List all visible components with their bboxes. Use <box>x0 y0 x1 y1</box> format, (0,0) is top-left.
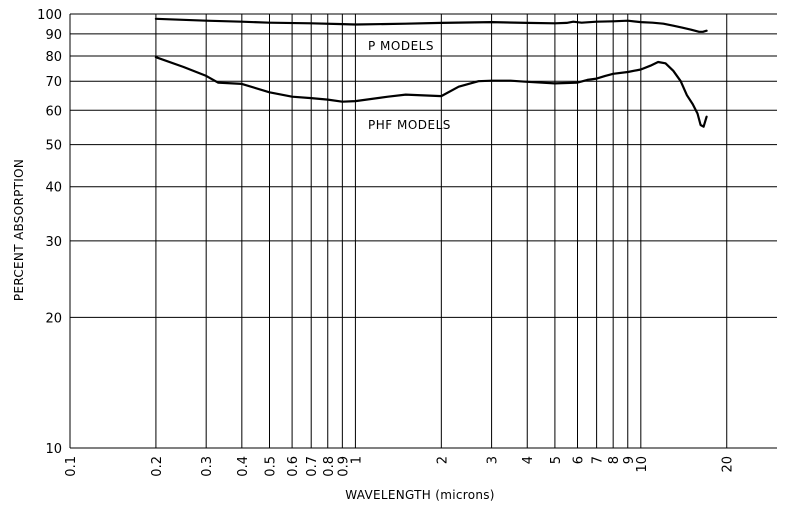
x-tick-label: 7 <box>591 456 606 464</box>
series-line-p-models <box>154 17 708 33</box>
y-tick-label: 80 <box>45 50 62 65</box>
y-tick-label: 30 <box>45 235 62 250</box>
x-tick-label: 8 <box>607 456 622 464</box>
x-tick-label: 5 <box>549 456 564 464</box>
series-line-phf-models <box>154 56 708 128</box>
y-tick-label: 90 <box>45 28 62 43</box>
y-tick-labels: 10 20 30 40 50 60 70 80 90 100 <box>37 8 62 457</box>
grid-layer <box>69 13 777 449</box>
x-tick-label: 0.9 <box>336 456 351 477</box>
x-tick-labels: 0.1 0.2 0.3 0.4 0.5 0.6 0.7 0.8 0.91 2 3 4 5 6 7 8 910 20 <box>64 456 736 477</box>
y-tick-label: 70 <box>45 75 62 90</box>
x-tick-label: 0.1 <box>64 456 79 477</box>
y-tick-label: 10 <box>45 442 62 457</box>
y-tick-label: 100 <box>37 8 62 23</box>
series-layer <box>154 17 708 128</box>
x-tick-label: 10 <box>635 456 650 473</box>
x-tick-label: 6 <box>572 456 587 464</box>
x-axis-title: WAVELENGTH (microns) <box>345 488 495 502</box>
x-tick-label: 0.5 <box>263 456 278 477</box>
y-tick-label: 50 <box>45 139 62 154</box>
y-axis-title: PERCENT ABSORPTION <box>12 159 26 301</box>
x-tick-label: 0.2 <box>150 456 165 477</box>
y-tick-label: 40 <box>45 181 62 196</box>
x-tick-label: 0.6 <box>286 456 301 477</box>
x-tick-label: 2 <box>435 456 450 464</box>
x-tick-label: 3 <box>486 456 501 464</box>
x-tick-label: 20 <box>721 456 736 473</box>
y-tick-label: 60 <box>45 104 62 119</box>
annotation-phf-models: PHF MODELS <box>368 118 451 132</box>
x-tick-label: 4 <box>521 456 536 464</box>
x-tick-label: 0.4 <box>236 456 251 477</box>
x-tick-label: 9 <box>622 456 637 464</box>
y-tick-label: 20 <box>45 311 62 326</box>
x-tick-label: 0.8 <box>322 456 337 477</box>
x-tick-label: 1 <box>349 456 364 464</box>
x-tick-label: 0.3 <box>200 456 215 477</box>
x-tick-label: 0.7 <box>305 456 320 477</box>
annotation-p-models: P MODELS <box>368 39 434 53</box>
